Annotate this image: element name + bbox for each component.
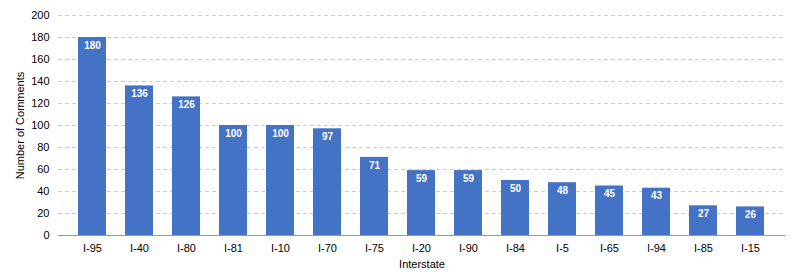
svg-text:0: 0 [43, 229, 49, 241]
svg-text:140: 140 [31, 75, 49, 87]
svg-text:43: 43 [651, 190, 663, 201]
svg-text:48: 48 [557, 185, 569, 196]
svg-text:I-81: I-81 [224, 242, 243, 254]
svg-text:I-10: I-10 [271, 242, 290, 254]
svg-text:I-80: I-80 [177, 242, 196, 254]
svg-text:I-84: I-84 [506, 242, 525, 254]
svg-text:50: 50 [510, 183, 522, 194]
svg-text:I-95: I-95 [83, 242, 102, 254]
svg-text:100: 100 [272, 128, 289, 139]
svg-text:I-5: I-5 [556, 242, 569, 254]
svg-text:97: 97 [322, 131, 334, 142]
svg-text:Number of Comments: Number of Comments [14, 71, 26, 179]
svg-text:100: 100 [225, 128, 242, 139]
svg-text:80: 80 [37, 141, 49, 153]
svg-text:I-85: I-85 [694, 242, 713, 254]
svg-text:I-94: I-94 [647, 242, 666, 254]
svg-text:I-40: I-40 [130, 242, 149, 254]
svg-text:60: 60 [37, 163, 49, 175]
svg-text:27: 27 [698, 208, 710, 219]
svg-text:I-65: I-65 [600, 242, 619, 254]
svg-text:Interstate: Interstate [399, 258, 445, 270]
svg-text:I-20: I-20 [412, 242, 431, 254]
svg-text:160: 160 [31, 53, 49, 65]
svg-text:59: 59 [463, 173, 475, 184]
svg-text:59: 59 [416, 173, 428, 184]
svg-text:20: 20 [37, 207, 49, 219]
svg-text:71: 71 [369, 160, 381, 171]
svg-text:200: 200 [31, 9, 49, 21]
svg-text:136: 136 [131, 88, 148, 99]
svg-text:180: 180 [84, 40, 101, 51]
svg-text:126: 126 [178, 99, 195, 110]
svg-text:I-75: I-75 [365, 242, 384, 254]
svg-text:180: 180 [31, 31, 49, 43]
svg-text:I-90: I-90 [459, 242, 478, 254]
svg-text:I-15: I-15 [741, 242, 760, 254]
svg-text:40: 40 [37, 185, 49, 197]
svg-text:I-70: I-70 [318, 242, 337, 254]
svg-text:120: 120 [31, 97, 49, 109]
svg-text:45: 45 [604, 188, 616, 199]
svg-text:26: 26 [745, 209, 757, 220]
svg-text:100: 100 [31, 119, 49, 131]
